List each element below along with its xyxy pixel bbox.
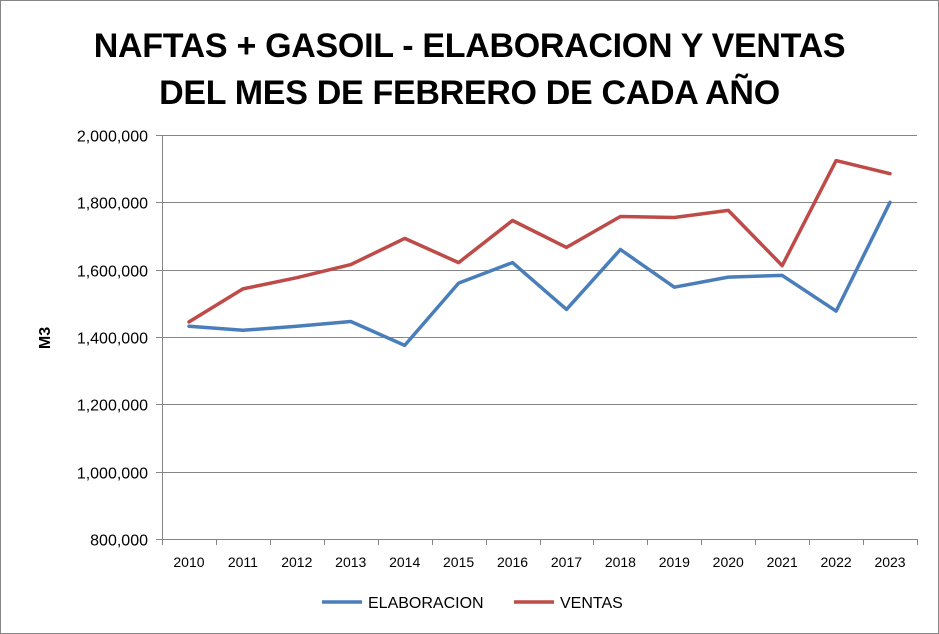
chart-title-line-1: NAFTAS + GASOIL - ELABORACION Y VENTAS — [93, 27, 846, 65]
x-tick-label: 2011 — [228, 554, 258, 570]
chart-title: NAFTAS + GASOIL - ELABORACION Y VENTAS D… — [1, 23, 938, 117]
y-tick-label: 1,600,000 — [77, 264, 148, 281]
x-tick-label: 2014 — [389, 554, 420, 570]
series-line-ventas — [187, 158, 892, 324]
x-axis-tick-labels: 2010 2011 2012 2013 2014 2015 2016 2017 2018 2019… — [173, 554, 905, 570]
chart-title-line-2: DEL MES DE FEBRERO DE CADA AÑO — [159, 74, 780, 112]
x-tick-label: 2012 — [281, 554, 312, 570]
x-tick-label: 2020 — [713, 554, 744, 570]
x-tick-label: 2017 — [551, 554, 582, 570]
x-tick-label: 2010 — [173, 554, 204, 570]
y-tick-label: 1,000,000 — [77, 466, 148, 483]
x-tick-label: 2015 — [443, 554, 474, 570]
y-tick-label: 1,200,000 — [77, 398, 148, 415]
axes — [156, 135, 918, 545]
y-tick-label: 800,000 — [90, 533, 148, 550]
series-line-elaboracion — [187, 200, 892, 348]
y-tick-label: 1,400,000 — [77, 331, 148, 348]
x-tick-label: 2022 — [821, 554, 852, 570]
gridlines — [162, 135, 917, 473]
x-tick-label: 2023 — [874, 554, 905, 570]
x-tick-label: 2019 — [659, 554, 690, 570]
y-axis-tick-labels: 800,000 1,000,000 1,200,000 1,400,000 1,600,… — [77, 129, 148, 550]
y-tick-label: 2,000,000 — [77, 129, 148, 146]
legend-label: VENTAS — [560, 595, 623, 612]
x-tick-label: 2021 — [767, 554, 798, 570]
legend-entry-elaboracion: ELABORACION — [322, 595, 484, 612]
series-lines — [187, 158, 892, 348]
x-tick-label: 2013 — [335, 554, 366, 570]
legend-entry-ventas: VENTAS — [514, 595, 623, 612]
legend: ELABORACION VENTAS — [322, 595, 623, 612]
y-axis-title: M3 — [37, 327, 54, 349]
x-tick-label: 2016 — [497, 554, 528, 570]
legend-label: ELABORACION — [368, 595, 484, 612]
x-tick-label: 2018 — [605, 554, 636, 570]
y-tick-label: 1,800,000 — [77, 196, 148, 213]
